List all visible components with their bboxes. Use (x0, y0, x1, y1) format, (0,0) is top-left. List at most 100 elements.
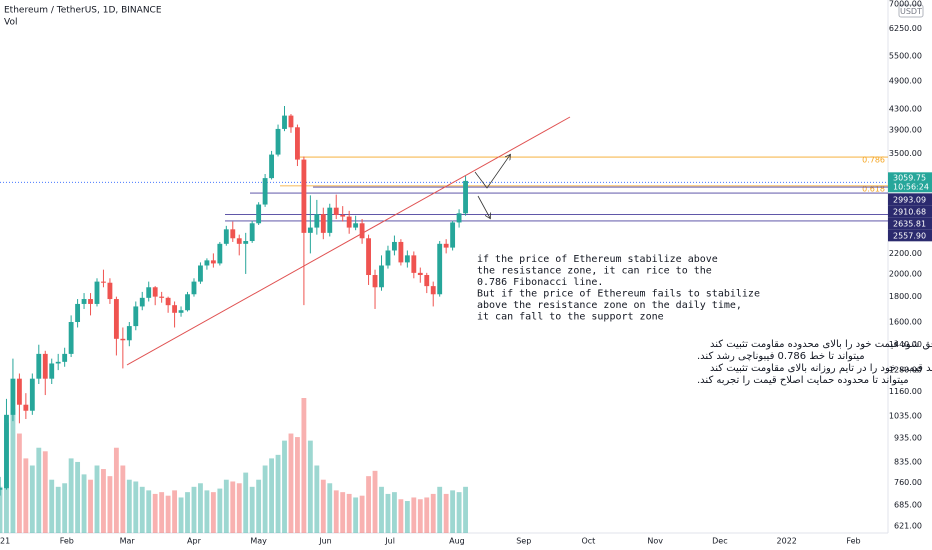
candle-body (307, 227, 313, 233)
volume-bar (204, 490, 210, 533)
volume-bar (424, 497, 430, 533)
arrow-up (474, 155, 510, 189)
annotation-line-fa: میتواند تا محدوده حمایت اصلاح قیمت را تج… (697, 375, 909, 386)
candle-body (217, 243, 223, 264)
volume-bar (172, 490, 178, 533)
candle-body (49, 363, 55, 379)
y-tick-label: 1160.00 (889, 387, 922, 396)
candle-body (392, 241, 397, 251)
y-tick-label: 621.00 (894, 521, 922, 530)
volume-bar (443, 493, 449, 533)
volume-bar (450, 490, 456, 533)
candle-body (437, 243, 443, 295)
candle-body (36, 353, 42, 379)
volume-bar (269, 458, 274, 533)
candle-body (88, 299, 93, 304)
y-tick-label: 1800.00 (889, 292, 922, 301)
annotation: if the price of Ethereum stabilize above… (477, 254, 932, 386)
volume-bar (282, 440, 287, 533)
candle-body (230, 229, 236, 239)
level-box (888, 205, 932, 218)
candles-layer (0, 106, 468, 496)
candle-body (346, 216, 352, 228)
candle-body (223, 229, 229, 244)
candle-body (120, 338, 126, 341)
volume-bar (314, 465, 320, 533)
volume-bar (236, 483, 242, 533)
candle-body (198, 265, 203, 282)
candle-body (256, 204, 262, 224)
volume-bar (185, 492, 190, 533)
candle-body (172, 305, 178, 313)
volume-layer (0, 398, 468, 533)
volume-bar (437, 486, 443, 533)
x-tick-label: Feb (60, 537, 74, 546)
candle-body (424, 275, 430, 287)
volume-bar (55, 486, 61, 533)
trend-line (126, 116, 571, 366)
candle-body (191, 281, 197, 295)
volume-bar (126, 479, 132, 533)
volume-bar (68, 458, 74, 533)
volume-bar (307, 440, 313, 533)
volume-bar (16, 433, 22, 533)
y-tick-label: 4300.00 (889, 104, 922, 113)
x-tick-label: Jun (318, 537, 332, 546)
fib-label: 0.786 (862, 156, 885, 165)
candle-body (159, 296, 165, 298)
currency: USDT (900, 7, 922, 16)
x-tick-label: 2021 (0, 537, 10, 546)
volume-bar (327, 483, 333, 533)
volume-bar (165, 495, 171, 533)
candle-body (327, 207, 333, 233)
annotation-line-fa: میتواند تا خط 0.786 فیبوناچی رشد کند. (697, 351, 865, 362)
candle-body (411, 255, 417, 273)
volume-bar (62, 483, 68, 533)
volume-bar (456, 492, 462, 533)
volume-bar (398, 499, 404, 533)
level-box (888, 217, 932, 230)
volume-bar (359, 495, 365, 533)
volume-bar (159, 492, 165, 533)
candle-body (152, 287, 158, 297)
volume-bar (94, 465, 100, 533)
volume-bar (191, 486, 197, 533)
candle-body (107, 282, 113, 300)
y-tick-label: 3500.00 (889, 149, 922, 158)
candle-body (463, 180, 468, 214)
volume-bar (42, 451, 48, 533)
candle-body (16, 378, 22, 405)
candle-body (146, 287, 152, 298)
candle-body (101, 281, 106, 283)
candle-body (430, 286, 436, 295)
volume-bar (392, 492, 397, 533)
level-label: 2557.90 (893, 231, 926, 240)
annotation-line: the resistance zone, it can rice to the (477, 266, 712, 277)
x-tick-label: Jul (384, 537, 395, 546)
y-tick-label: 5500.00 (889, 51, 922, 60)
candle-body (42, 353, 48, 379)
volume-bar (288, 433, 294, 533)
volume-bar (411, 497, 417, 533)
candle-body (243, 241, 249, 244)
annotation-line-fa: اگر اتریوم موفق شود قیمت خود را بالای مح… (710, 338, 932, 350)
candle-body (126, 326, 132, 341)
level-box (888, 229, 932, 242)
volume-bar (152, 493, 158, 533)
volume-bar (243, 472, 249, 533)
x-tick-label: Mar (120, 537, 136, 546)
last-price-label: 3059.75 (893, 173, 926, 182)
candle-body (333, 207, 339, 215)
candle-body (262, 178, 268, 205)
candle-body (288, 115, 294, 128)
volume-bar (178, 497, 184, 533)
volume-bar (107, 476, 113, 533)
x-tick-label: Oct (581, 537, 595, 546)
volume-bar (430, 493, 436, 533)
volume-bar (10, 408, 16, 533)
x-tick-label: May (250, 537, 267, 546)
volume-bar (275, 454, 281, 533)
